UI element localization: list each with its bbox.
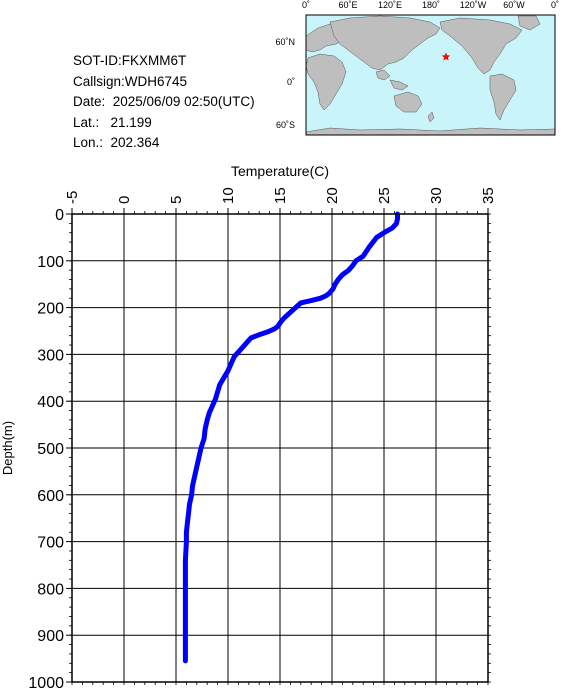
y-tick-label: 0 bbox=[55, 207, 64, 224]
x-tick-label: 30 bbox=[428, 187, 445, 204]
map-lon-label: 60˚W bbox=[503, 0, 525, 10]
station-marker-icon bbox=[441, 52, 451, 61]
map-lon-label: 120˚E bbox=[378, 0, 402, 10]
chart-grid bbox=[66, 208, 489, 683]
map-lat-label: 60˚S bbox=[276, 120, 295, 130]
map-lat-label: 0˚ bbox=[287, 77, 295, 87]
map-frame bbox=[305, 14, 556, 136]
y-tick-label: 700 bbox=[37, 535, 64, 552]
x-tick-label: 15 bbox=[272, 187, 289, 204]
x-tick-label: 5 bbox=[168, 196, 185, 204]
map-lon-label: 0˚ bbox=[551, 0, 559, 10]
y-tick-labels: 0 100 200 300 400 500 600 700 800 900 1000 bbox=[28, 207, 64, 690]
y-tick-label: 100 bbox=[37, 254, 64, 271]
y-tick-label: 200 bbox=[37, 301, 64, 318]
sot-id: SOT-ID:FKXMM6T bbox=[73, 53, 187, 68]
x-tick-label: 35 bbox=[480, 187, 497, 204]
y-tick-label: 900 bbox=[37, 628, 64, 645]
temperature-profile-line bbox=[182, 211, 400, 664]
map-border bbox=[305, 14, 556, 136]
star-marker bbox=[441, 52, 451, 61]
y-tick-label: 500 bbox=[37, 441, 64, 458]
map-lat-label: 60˚N bbox=[275, 37, 295, 47]
world-map: 0˚ 60˚E 120˚E 180˚ 120˚W 60˚W 0˚ 60˚N 0˚… bbox=[275, 0, 559, 136]
station-info: SOT-ID:FKXMM6T Callsign:WDH6745 Date: 20… bbox=[73, 51, 255, 154]
longitude: Lon.: 202.364 bbox=[73, 135, 160, 150]
map-lon-label: 180˚ bbox=[422, 0, 440, 10]
date: Date: 2025/06/09 02:50(UTC) bbox=[73, 94, 255, 109]
x-tick-label: 20 bbox=[324, 187, 341, 204]
land bbox=[305, 15, 556, 136]
latitude: Lat.: 21.199 bbox=[73, 114, 152, 130]
callsign: Callsign:WDH6745 bbox=[73, 73, 188, 89]
y-tick-label: 600 bbox=[37, 488, 64, 505]
map-lon-label: 120˚W bbox=[460, 0, 487, 10]
x-tick-label: -5 bbox=[64, 191, 81, 204]
map-lon-label: 60˚E bbox=[338, 0, 357, 10]
y-tick-label: 800 bbox=[37, 581, 64, 598]
y-tick-label: 400 bbox=[37, 394, 64, 411]
plot-border bbox=[71, 213, 489, 683]
x-tick-label: 10 bbox=[220, 187, 237, 204]
x-tick-labels: -5 0 5 10 15 20 25 30 35 bbox=[64, 187, 497, 204]
x-tick-label: 0 bbox=[116, 196, 133, 204]
y-tick-label: 300 bbox=[37, 347, 64, 364]
x-tick-label: 25 bbox=[376, 187, 393, 204]
map-lon-label: 0˚ bbox=[302, 0, 310, 10]
y-tick-label: 1000 bbox=[28, 675, 64, 690]
y-axis-label: Depth(m) bbox=[0, 421, 15, 475]
x-axis-label: Temperature(C) bbox=[231, 163, 329, 179]
